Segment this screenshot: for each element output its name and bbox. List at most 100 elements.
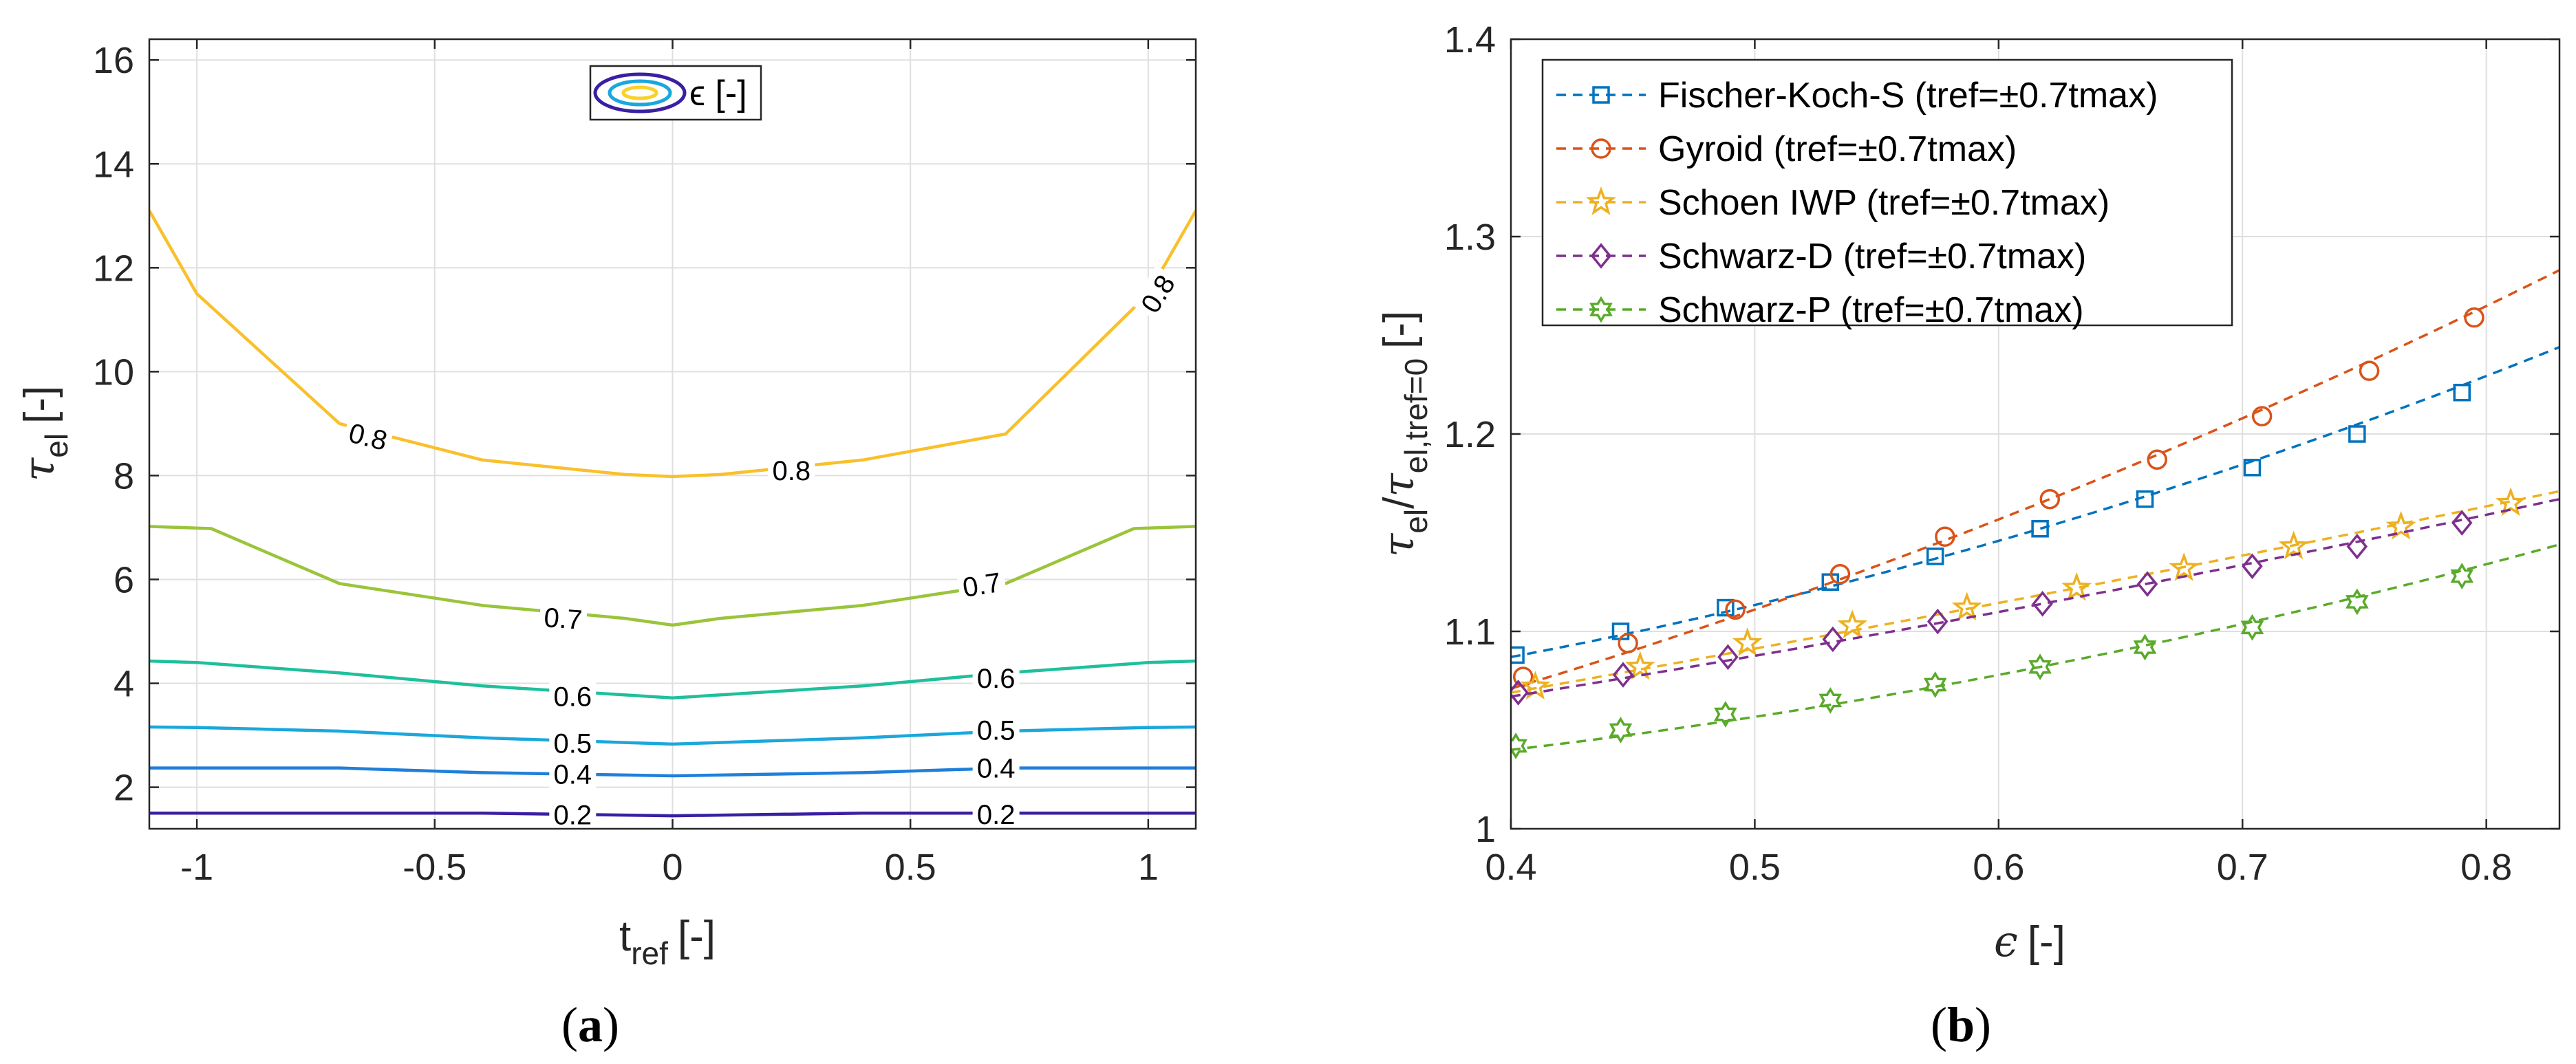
svg-text:0.2: 0.2 [554, 801, 592, 831]
series-1-point [1829, 564, 1851, 585]
panel-a-y-tick-label: 12 [93, 248, 134, 289]
contour-line-0.5 [149, 725, 1196, 746]
legend-marker-1 [1591, 138, 1611, 159]
panel-b-y-tick-label: 1 [1475, 809, 1496, 850]
series-3-point [1717, 644, 1739, 671]
series-1-point [2147, 449, 2167, 470]
legend-entry-2: Schoen IWP (tref=±0.7tmax) [1556, 183, 2110, 223]
panel-a-legend-label: ϵ [-] [689, 74, 747, 113]
series-4-point [1714, 701, 1737, 728]
series-3-point [1822, 626, 1844, 653]
series-2-point [2278, 530, 2309, 560]
svg-text:0.7: 0.7 [543, 602, 583, 636]
panel-b-x-tick-label: 0.5 [1729, 847, 1781, 888]
contour-label-0.5: 0.5 [549, 726, 597, 759]
series-1-point [2251, 406, 2273, 426]
panel-b-y-tick-label: 1.3 [1444, 217, 1496, 258]
series-2-point [1951, 591, 1982, 621]
svg-text:0.6: 0.6 [977, 664, 1016, 694]
panel-b-x-tick-label: 0.6 [1973, 847, 2024, 888]
series-2-point [2061, 572, 2092, 601]
series-3-point [1926, 608, 1949, 635]
legend-marker-4 [1589, 296, 1613, 323]
series-1-point [2359, 360, 2380, 381]
panel-a-x-tick-label: 1 [1138, 847, 1159, 888]
series-0-point [1511, 646, 1525, 664]
panel-a-y-axis-label: τel[-] [14, 386, 74, 481]
series-4-point [1923, 671, 1947, 698]
legend-label-2: Schoen IWP (tref=±0.7tmax) [1658, 183, 2110, 223]
contour-label-0.5: 0.5 [972, 713, 1020, 746]
series-2-point [1837, 609, 1868, 639]
series-3-point [2346, 533, 2368, 560]
series-line-2 [1511, 490, 2559, 694]
contour-label-0.7: 0.7 [539, 600, 588, 636]
legend-label-3: Schwarz-D (tref=±0.7tmax) [1658, 237, 2086, 276]
series-4-point [2346, 588, 2369, 616]
series-3-point [2136, 571, 2158, 597]
legend-marker-0 [1592, 86, 1610, 104]
panel-a-legend: ϵ [-] [589, 65, 762, 121]
panel-a-contour-plot: 0.80.80.80.70.70.60.60.5 0.50.4 0.40.2 0.2 … [14, 38, 1197, 1052]
contour-label-0.7: 0.7 [956, 565, 1007, 603]
series-line-1 [1511, 269, 2559, 690]
legend-entry-4: Schwarz-P (tref=±0.7tmax) [1556, 290, 2084, 330]
panel-a-grid [149, 39, 1196, 829]
panel-b-legend: Fischer-Koch-S (tref=±0.7tmax) Gyroid (tr… [1541, 58, 2233, 330]
panel-b-x-tick-label: 0.7 [2217, 847, 2268, 888]
series-2-point [2169, 552, 2200, 581]
panel-a-y-tick-label: 4 [114, 664, 134, 705]
series-3-point [1511, 680, 1529, 706]
contour-label-0.8: 0.8 [768, 453, 815, 486]
panel-a-y-tick-label: 8 [114, 455, 134, 497]
series-1-point [2039, 488, 2061, 510]
series-0-point [1717, 598, 1735, 617]
series-3-point [1612, 662, 1634, 688]
series-0-point [2243, 459, 2262, 477]
panel-a-y-tick-label: 14 [93, 144, 134, 185]
panel-a-y-tick-label: 2 [114, 768, 134, 809]
series-line-4 [1511, 543, 2559, 751]
panel-b-x-tick-label: 0.8 [2460, 847, 2512, 888]
svg-text:0.4: 0.4 [554, 760, 592, 790]
series-4-point [2240, 614, 2264, 641]
panel-b-ticks: 0.4 0.5 0.6 0.7 0.8 1 1.1 1.2 1.3 1.4 [1444, 19, 2559, 888]
panel-a-y-tick-label: 6 [114, 559, 134, 600]
panel-b-caption: (b) [1931, 997, 1991, 1052]
contour-label-0.2: 0.2 [972, 797, 1020, 830]
panel-b-line-chart: 0.4 0.5 0.6 0.7 0.8 1 1.1 1.2 1.3 1.4 Fischer-Koc… [1373, 19, 2561, 1052]
panel-a-x-axis-label: tref [-] [619, 913, 716, 971]
svg-text:0.7: 0.7 [960, 567, 1003, 603]
series-4-point [1818, 687, 1843, 714]
panel-a-x-tick-label: -1 [180, 847, 213, 888]
svg-text:0.5: 0.5 [554, 728, 592, 759]
legend-entry-1: Gyroid (tref=±0.7tmax) [1556, 129, 2017, 169]
contour-label-0.2: 0.2 [549, 798, 597, 831]
panel-a-x-tick-label: -0.5 [402, 847, 466, 888]
contour-label-0.6: 0.6 [549, 680, 597, 712]
legend-label-0: Fischer-Koch-S (tref=±0.7tmax) [1658, 76, 2158, 116]
svg-text:0.2: 0.2 [977, 800, 1016, 830]
svg-text:0.6: 0.6 [554, 682, 592, 712]
series-0-point [2348, 425, 2366, 443]
series-4-point [1511, 732, 1527, 759]
series-4-point [1609, 717, 1633, 743]
series-1-point [2464, 307, 2484, 328]
series-2-point [2385, 510, 2416, 540]
panel-b-y-tick-label: 1.1 [1444, 611, 1496, 653]
contour-label-0.6: 0.6 [972, 661, 1020, 694]
series-0-point [2136, 490, 2154, 508]
contour-line-0.8 [149, 210, 1196, 479]
series-0-point [2031, 520, 2049, 538]
svg-text:0.4: 0.4 [977, 754, 1016, 784]
series-4-point [2028, 653, 2052, 681]
panel-b-x-tick-label: 0.4 [1485, 847, 1536, 888]
series-3-point [2032, 591, 2053, 617]
series-2-point [1624, 651, 1655, 680]
contour-legend-icon [593, 72, 687, 113]
panel-b-y-tick-label: 1.2 [1444, 414, 1496, 455]
legend-marker-2 [1586, 186, 1616, 215]
series-1-point [1725, 599, 1746, 620]
